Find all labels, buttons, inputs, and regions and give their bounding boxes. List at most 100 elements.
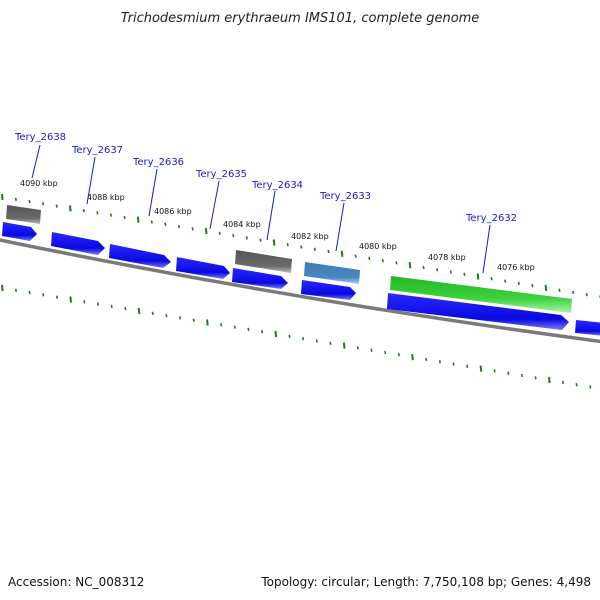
scale-tick-lower-39 <box>534 376 537 380</box>
scale-tick-upper-3 <box>42 202 45 206</box>
scale-tick-lower-5 <box>69 296 72 303</box>
gene-tery-2637[interactable] <box>51 232 105 255</box>
scale-tick-upper-1 <box>14 197 17 201</box>
leader-tery-2634 <box>266 190 276 241</box>
scale-tick-upper-39 <box>531 283 534 288</box>
leader-tery-2637 <box>86 156 96 205</box>
scale-tick-lower-33 <box>452 362 455 366</box>
scale-tick-upper-8 <box>109 213 113 217</box>
gene-label-tery-2638[interactable]: Tery_2638 <box>14 132 66 143</box>
gene-cds-2[interactable] <box>232 268 288 289</box>
scale-tick-upper-26 <box>354 254 357 258</box>
scale-tick-upper-37 <box>504 279 507 283</box>
tick-label-4078: 4078 kbp <box>428 253 466 262</box>
gene-labels: Tery_2638 Tery_2637 Tery_2636 Tery_2635 … <box>14 132 517 224</box>
scale-tick-upper-24 <box>327 249 330 254</box>
gene-cds-3[interactable] <box>301 280 356 300</box>
scale-tick-upper-6 <box>82 208 85 213</box>
leader-tery-2636 <box>148 168 158 217</box>
scale-tick-upper-20 <box>272 239 276 246</box>
scale-tick-lower-34 <box>466 364 469 368</box>
gene-tery-2632[interactable] <box>390 276 572 313</box>
scale-tick-lower-36 <box>493 369 496 373</box>
scale-tick-lower-12 <box>165 313 168 318</box>
scale-tick-lower-3 <box>42 293 45 297</box>
gene-cds-1[interactable] <box>2 222 37 241</box>
gene-tery-2638[interactable] <box>6 205 41 224</box>
scale-tick-upper-14 <box>191 227 194 231</box>
scale-tick-upper-4 <box>55 204 58 208</box>
scale-tick-lower-6 <box>83 300 86 304</box>
gene-label-tery-2637[interactable]: Tery_2637 <box>71 145 123 156</box>
scale-tick-upper-42 <box>572 290 575 295</box>
scale-tick-lower-31 <box>425 357 428 362</box>
scale-tick-lower-28 <box>384 350 387 355</box>
leader-tery-2633 <box>335 202 345 252</box>
scale-tick-upper-9 <box>123 215 126 220</box>
leader-tery-2635 <box>209 180 220 230</box>
genome-summary-text: Topology: circular; Length: 7,750,108 bp… <box>260 575 591 589</box>
tick-label-4080: 4080 kbp <box>359 242 397 251</box>
scale-tick-upper-10 <box>136 216 140 223</box>
scale-tick-upper-27 <box>368 256 371 261</box>
scale-tick-upper-28 <box>381 258 384 263</box>
scale-tick-lower-17 <box>233 325 236 329</box>
gene-label-tery-2633[interactable]: Tery_2633 <box>319 191 371 202</box>
scale-tick-lower-41 <box>561 380 565 385</box>
gene-tery-2636[interactable] <box>109 244 171 268</box>
tick-label-4086: 4086 kbp <box>154 207 192 216</box>
scale-tick-upper-19 <box>259 238 262 242</box>
scale-tick-upper-18 <box>245 236 248 240</box>
scale-tick-upper-22 <box>300 245 303 249</box>
gene-cds-5[interactable] <box>575 320 600 336</box>
scale-tick-upper-35 <box>476 273 480 280</box>
scale-tick-lower-35 <box>479 365 483 372</box>
gene-label-tery-2636[interactable]: Tery_2636 <box>132 157 184 168</box>
scale-tick-lower-13 <box>179 316 182 320</box>
scale-tick-lower-19 <box>261 330 264 334</box>
gene-label-tery-2635[interactable]: Tery_2635 <box>195 169 247 180</box>
scale-tick-upper-34 <box>463 272 466 276</box>
scale-tick-lower-20 <box>274 330 278 338</box>
gene-tery-2634[interactable] <box>235 250 292 273</box>
gene-tery-2635[interactable] <box>176 257 230 279</box>
scale-tick-upper-11 <box>150 220 153 224</box>
scale-tick-upper-16 <box>218 231 221 236</box>
scale-tick-lower-0 <box>1 284 4 292</box>
scale-tick-lower-30 <box>411 354 414 361</box>
gene-tery-2633[interactable] <box>304 262 360 284</box>
scale-tick-upper-41 <box>558 288 561 292</box>
scale-labels: 4090 kbp 4088 kbp 4086 kbp 4084 kbp 4082… <box>20 179 535 272</box>
tick-label-4076: 4076 kbp <box>497 263 535 272</box>
scale-tick-upper-40 <box>544 284 548 291</box>
scale-tick-upper-0 <box>1 193 4 201</box>
scale-tick-upper-33 <box>449 270 452 274</box>
scale-ticks-lower <box>1 284 592 389</box>
accession-text: Accession: NC_008312 <box>8 575 144 589</box>
scale-tick-upper-21 <box>286 243 289 247</box>
scale-tick-upper-29 <box>395 261 398 265</box>
scale-tick-lower-24 <box>329 341 332 345</box>
scale-tick-lower-32 <box>438 360 441 364</box>
scale-tick-lower-15 <box>206 319 209 326</box>
gene-label-leaders <box>31 144 491 274</box>
scale-tick-upper-43 <box>585 293 588 297</box>
gene-label-tery-2634[interactable]: Tery_2634 <box>251 180 303 191</box>
leader-tery-2638 <box>31 144 41 179</box>
scale-tick-lower-8 <box>110 304 113 309</box>
gene-cds-4[interactable] <box>387 293 569 330</box>
scale-tick-upper-36 <box>490 277 493 281</box>
tick-label-4084: 4084 kbp <box>223 220 261 229</box>
scale-tick-lower-10 <box>137 307 141 315</box>
tick-label-4082: 4082 kbp <box>291 232 329 241</box>
scale-tick-lower-11 <box>151 311 154 315</box>
scale-tick-upper-7 <box>96 211 99 215</box>
gene-label-tery-2632[interactable]: Tery_2632 <box>465 213 517 224</box>
gene-track <box>2 205 600 336</box>
scale-tick-upper-30 <box>408 262 412 269</box>
scale-tick-upper-17 <box>232 233 235 238</box>
tick-label-4088: 4088 kbp <box>87 193 125 202</box>
scale-tick-lower-25 <box>342 342 346 349</box>
scale-tick-upper-13 <box>177 224 181 229</box>
